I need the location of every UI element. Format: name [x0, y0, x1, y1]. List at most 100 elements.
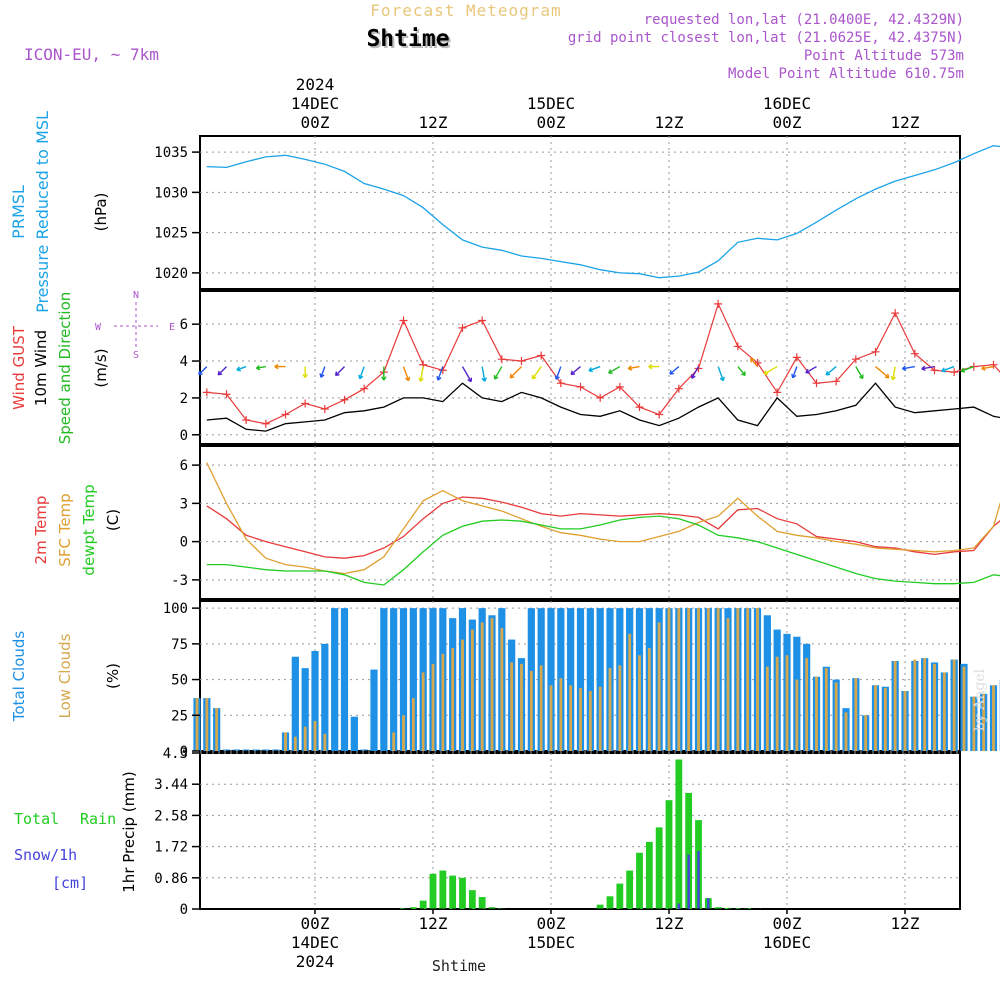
rain-bar-15: [636, 852, 643, 909]
ytick-label-temperature-2: 3: [180, 496, 188, 512]
low-cloud-bar-13: [323, 733, 327, 751]
low-cloud-bar-1: [205, 698, 209, 751]
wind-direction-label: Speed and Direction: [56, 292, 74, 445]
wind-arrow-39: [960, 365, 975, 372]
low-cloud-bar-30: [490, 618, 494, 751]
gust-marker-27: [733, 342, 742, 351]
wind-arrow-33: [855, 366, 864, 379]
rain-bar-3: [429, 873, 437, 909]
ytick-label-pressure-1: 1025: [154, 226, 188, 242]
wind-arrow-head-34: [884, 373, 890, 379]
footer-station: Shtime: [432, 957, 486, 975]
wind-arrow-1: [217, 366, 227, 376]
low-cloud-bar-45: [638, 655, 641, 751]
rain-bar-8: [478, 897, 486, 909]
top-time-label-1-2: 15DEC: [527, 94, 575, 113]
low-cloud-bar-51: [697, 608, 700, 751]
wind-arrow-head-20: [588, 367, 593, 373]
wind-arrow-head-32: [825, 370, 831, 376]
wind-arrow-29: [763, 365, 778, 375]
low-cloud-bar-34: [529, 671, 533, 751]
rain-bar-0: [400, 908, 407, 909]
gust-marker-7: [340, 395, 349, 404]
chart-title: Shtime: [366, 26, 449, 52]
chart-title-shadow: Shtime: [368, 28, 451, 54]
low-cloud-bar-73: [913, 659, 917, 751]
wind-arrow-13: [461, 366, 472, 382]
bottom-time-label-0-5: 12Z: [891, 914, 920, 933]
gust-marker-14: [478, 316, 487, 325]
low-cloud-bar-71: [893, 661, 897, 751]
wind-arrow-10: [402, 366, 410, 381]
cloud-unit-label: (%): [104, 663, 122, 689]
wind-arrow-24: [669, 366, 680, 375]
wind-arrow-8: [359, 366, 365, 379]
gust-marker-17: [537, 351, 546, 360]
rain-bar-18: [665, 800, 673, 909]
low-cloud-bar-64: [824, 668, 828, 751]
low-cloud-bar-68: [864, 715, 868, 751]
wind-arrow-36: [902, 365, 915, 370]
wind-arrow-head-36: [901, 365, 907, 371]
grid-layer: [200, 136, 960, 910]
wind-arrow-head-5: [302, 373, 308, 379]
low-cloud-bar-67: [854, 678, 858, 751]
low-cloud-bar-27: [461, 639, 464, 751]
temp-2m-line: [206, 496, 1000, 559]
low-cloud-bar-56: [746, 608, 750, 751]
low-cloud-bar-62: [805, 658, 809, 751]
low-cloud-bar-43: [618, 665, 622, 751]
wind-arrow-17: [531, 366, 542, 380]
low-cloud-bar-55: [736, 608, 740, 751]
wind-arrow-head-28: [750, 357, 755, 363]
rain-bar-6: [459, 877, 466, 909]
wind-arrow-head-8: [358, 374, 364, 380]
ytick-label-wind-0: 0: [180, 428, 188, 444]
snow-bar-19: [677, 903, 681, 909]
pressure-panel-frame: [199, 135, 961, 290]
bottom-time-label-0-3: 12Z: [655, 914, 684, 933]
total-cloud-bar-10: [291, 656, 299, 751]
gust-marker-37: [930, 366, 939, 375]
pressure-msl-label: Pressure Reduced to MSL: [33, 111, 52, 313]
total-cloud-bar-15: [340, 608, 349, 751]
total-cloud-bar-21: [399, 608, 408, 751]
low-cloud-bar-22: [411, 698, 415, 751]
low-cloud-bar-57: [756, 608, 759, 751]
low-cloud-bar-11: [303, 726, 307, 751]
wind-arrow-head-7: [334, 371, 340, 377]
wind-arrow-7: [335, 366, 345, 376]
wind-arrow-12: [437, 366, 444, 381]
wind-arrow-head-2: [236, 366, 241, 372]
low-cloud-bar-58: [765, 666, 769, 751]
total-cloud-bar-18: [370, 669, 378, 751]
wind-arrow-20: [588, 365, 601, 372]
gust-marker-15: [497, 355, 506, 364]
wind-arrow-head-19: [570, 370, 576, 376]
rain-bar-2: [419, 900, 427, 909]
low-cloud-bar-52: [706, 608, 710, 751]
low-cloud-bar-25: [441, 653, 445, 751]
plot-layer: [193, 145, 1000, 910]
ytick-label-precip-5: 4.3: [163, 746, 188, 762]
wind-arrow-40: [981, 365, 994, 370]
wind-arrow-32: [825, 366, 837, 376]
low-cloud-bar-21: [402, 715, 405, 751]
chart-subtitle: Forecast Meteogram: [370, 1, 561, 20]
low-cloud-bar-33: [520, 663, 523, 751]
temp-2m-label: 2m Temp: [32, 496, 50, 565]
snow-unit-label: [cm]: [52, 874, 88, 892]
wind-arrow-head-25: [690, 374, 696, 379]
rain-bar-7: [468, 890, 476, 909]
low-cloud-bar-81: [992, 685, 995, 751]
top-time-label-2-1: 12Z: [419, 113, 448, 132]
rain-bar-9: [488, 907, 496, 909]
total-label: Total: [14, 810, 59, 828]
low-cloud-bar-80: [982, 693, 986, 751]
temp-sfc-label: SFC Temp: [56, 493, 74, 566]
total-cloud-bar-36: [547, 608, 555, 751]
precip-axis-label: 1hr Precip (mm): [120, 771, 138, 892]
wind-arrow-21: [608, 365, 621, 374]
low-cloud-bar-48: [667, 608, 671, 751]
low-cloud-bar-9: [284, 732, 287, 751]
